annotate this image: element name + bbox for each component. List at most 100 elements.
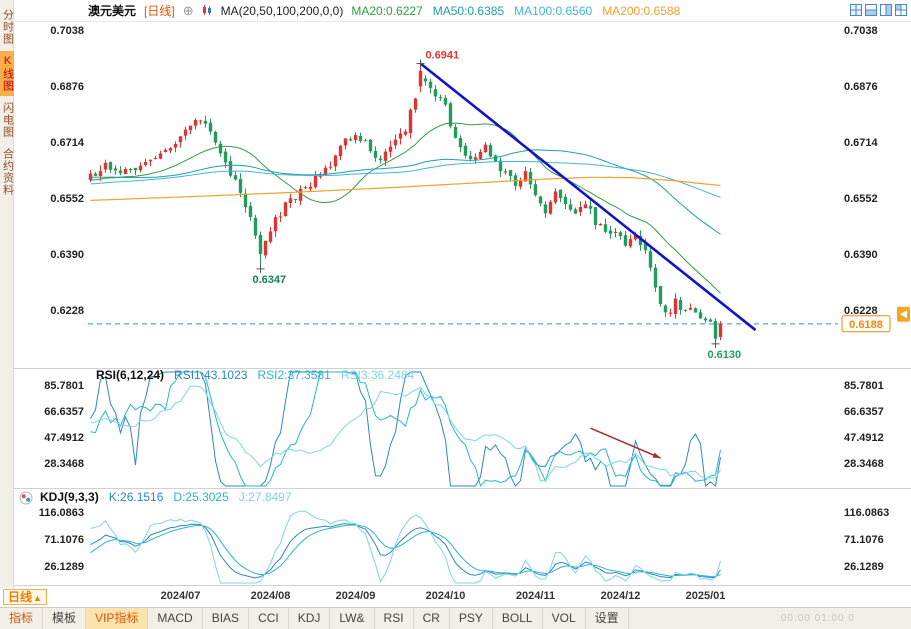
candle (478, 151, 483, 159)
candle (508, 170, 513, 176)
sidebar-tab-contract-info[interactable]: 合约资料 (1, 148, 14, 196)
candle (328, 166, 333, 168)
layout-split-grid-icon[interactable] (850, 4, 862, 16)
time-axis-fragment: 00:00 01:00 0 (780, 613, 855, 624)
toolbar-item-rsi[interactable]: RSI (375, 608, 414, 629)
kdj-axis-label-left: 71.1076 (44, 534, 84, 546)
kdj-j-value: J:27.8497 (238, 490, 292, 504)
rsi24-line (90, 385, 721, 482)
add-indicator-icon[interactable]: ⊕ (182, 2, 194, 18)
candle (108, 161, 113, 170)
candle (148, 159, 153, 162)
toolbar-item-psy[interactable]: PSY (450, 608, 493, 629)
kdj-axis-label-right: 116.0863 (844, 507, 889, 519)
price-axis-label-left: 0.6390 (50, 249, 84, 261)
candle (413, 98, 418, 110)
kdj-indicator-settings-icon[interactable] (19, 491, 33, 505)
kdj-d-line (90, 524, 721, 578)
candle (418, 70, 423, 87)
ma20-line (90, 122, 721, 294)
toolbar-item-templates[interactable]: 模板 (43, 608, 87, 629)
candle (658, 286, 663, 305)
time-axis-label: 2024/07 (161, 590, 201, 602)
sidebar-tab-kline-chart[interactable]: K线图 (0, 51, 14, 96)
candle (583, 204, 588, 209)
rsi-axis-label-right: 47.4912 (844, 432, 884, 444)
rsi12-line (90, 371, 721, 488)
candle (168, 148, 173, 151)
price-axis-labels: 0.7038 0.7038 0.6876 0.6876 0.6714 0.6714 0.65… (50, 25, 878, 317)
kdj-title: KDJ(9,3,3) (40, 490, 99, 504)
candle (453, 127, 458, 138)
annotation-layer: 0.6941 0.6347 0.6130 (253, 50, 742, 361)
candle (543, 204, 548, 214)
time-axis-label: 2024/09 (336, 590, 376, 602)
candle (713, 321, 718, 339)
candle (388, 146, 393, 152)
candle (123, 169, 128, 175)
candle (248, 205, 253, 217)
toolbar-item-cr[interactable]: CR (414, 608, 450, 629)
candle (298, 189, 303, 201)
candle (613, 231, 618, 233)
toolbar-item-cci[interactable]: CCI (249, 608, 289, 629)
candle (428, 81, 433, 88)
candle (258, 235, 263, 254)
period-selector-dropdown[interactable]: 日线▲ (3, 589, 47, 605)
candle (143, 162, 148, 166)
toolbar-item-settings[interactable]: 设置 (586, 608, 629, 629)
layout-quad-icon[interactable] (895, 4, 907, 16)
price-axis-label-left: 0.6552 (50, 193, 84, 205)
price-axis-label-right: 0.6390 (844, 249, 878, 261)
candle (118, 170, 123, 174)
candle (588, 206, 593, 209)
candle (488, 145, 493, 157)
toolbar-item-indicators[interactable]: 指标 (0, 608, 44, 629)
candle (523, 171, 528, 182)
candle (468, 155, 473, 160)
candle (683, 309, 688, 311)
candle (473, 157, 478, 160)
candle (608, 230, 613, 234)
price-axis-label-right: 0.7038 (844, 25, 878, 37)
rsi-panel: 85.7801 85.7801 66.6357 66.6357 47.4912 47.49… (44, 371, 884, 488)
layout-buttons-group (850, 4, 907, 16)
last-price-tag-value: 0.6188 (849, 319, 883, 331)
sidebar-tab-lightning-chart[interactable]: 闪电图 (1, 102, 14, 138)
candle (628, 239, 633, 247)
sidebar-tab-time-chart[interactable]: 分时图 (1, 9, 14, 45)
layout-split-right-icon[interactable] (880, 4, 892, 16)
toolbar-item-kdj[interactable]: KDJ (289, 608, 331, 629)
toolbar-item-boll[interactable]: BOLL (493, 608, 543, 629)
period-badge[interactable]: [日线] (144, 4, 175, 18)
kdj-axis-label-left: 116.0863 (39, 507, 84, 519)
candle (268, 231, 273, 242)
panel-separators (14, 368, 911, 586)
toolbar-item-macd[interactable]: MACD (148, 608, 203, 629)
chevron-up-icon: ▲ (33, 593, 42, 603)
ma20-value: MA20:0.6227 (351, 3, 423, 18)
trendline-layer (419, 62, 757, 332)
toolbar-item-lwr[interactable]: LW& (330, 608, 375, 629)
candle (393, 139, 398, 146)
candle (493, 155, 498, 162)
candle (618, 232, 623, 237)
candle (113, 168, 118, 171)
chart-canvas[interactable]: 0.7038 0.7038 0.6876 0.6876 0.6714 0.6714 0.65… (14, 22, 911, 607)
candle (323, 167, 328, 175)
candle (288, 198, 293, 204)
candle (548, 201, 553, 214)
toolbar-item-vip-indicators[interactable]: VIP指标 (86, 608, 149, 629)
candle (283, 202, 288, 216)
candle (358, 135, 363, 142)
layout-split-bottom-icon[interactable] (865, 4, 877, 16)
toolbar-item-bias[interactable]: BIAS (203, 608, 250, 629)
candle (98, 171, 103, 177)
price-axis-label-left: 0.6714 (50, 137, 85, 149)
candle (103, 162, 108, 170)
toolbar-item-vol[interactable]: VOL (543, 608, 586, 629)
candle (668, 312, 673, 314)
annotation-august-low: 0.6347 (253, 274, 287, 286)
ma-lines-layer (90, 122, 721, 294)
